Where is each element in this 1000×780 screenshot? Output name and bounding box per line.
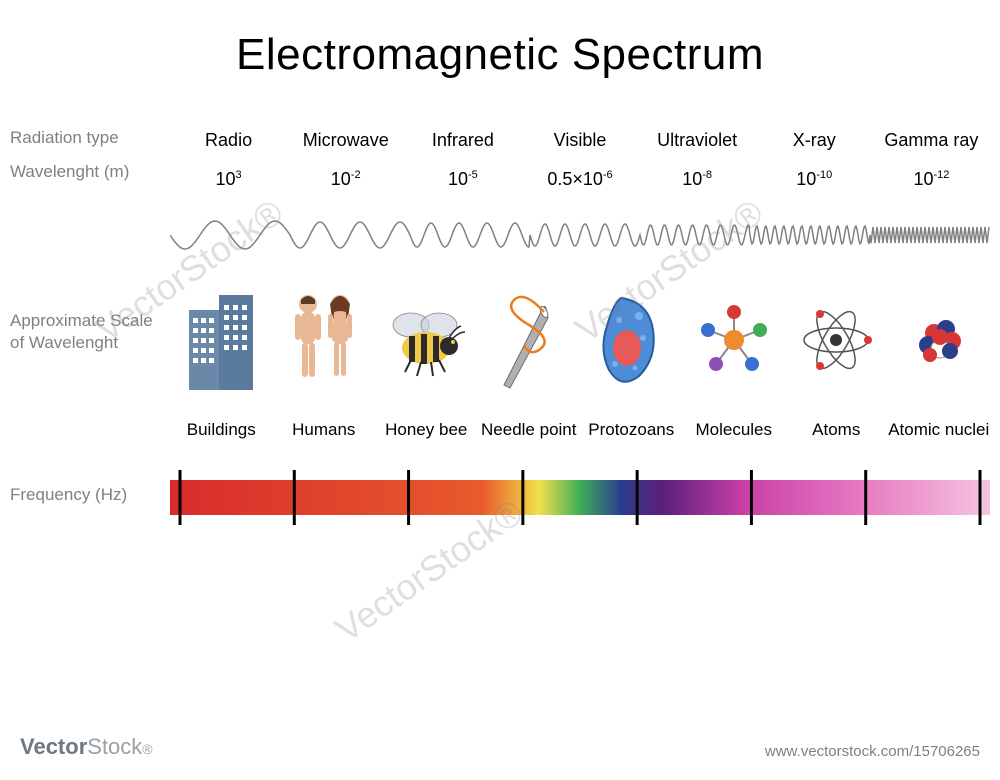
scale-label-cell: Needle point: [478, 420, 581, 440]
radiation-type-cell: Ultraviolet: [639, 130, 756, 151]
scale-label-cell: Molecules: [683, 420, 786, 440]
wavelength-row: 10310-210-50.5×10-610-810-1010-12: [170, 165, 990, 190]
label-wavelength: Wavelenght (m): [10, 162, 129, 182]
scale-icons-row: [170, 280, 990, 400]
wavelength-cell: 10-10: [756, 169, 873, 190]
wave-diagram: [170, 215, 990, 255]
molecules-icon: [683, 280, 786, 400]
buildings-icon: [170, 280, 273, 400]
protozoans-icon: [580, 280, 683, 400]
label-radiation-type: Radiation type: [10, 128, 119, 148]
label-frequency: Frequency (Hz): [10, 485, 127, 505]
scale-label-cell: Protozoans: [580, 420, 683, 440]
label-scale: Approximate Scale of Wavelenght: [10, 310, 160, 354]
radiation-type-cell: Radio: [170, 130, 287, 151]
frequency-bar: [170, 470, 990, 525]
wavelength-cell: 10-8: [639, 169, 756, 190]
needle-point-icon: [478, 280, 581, 400]
radiation-type-cell: Gamma ray: [873, 130, 990, 151]
scale-label-cell: Humans: [273, 420, 376, 440]
wavelength-cell: 10-12: [873, 169, 990, 190]
scale-label-cell: Atoms: [785, 420, 888, 440]
radiation-type-cell: X-ray: [756, 130, 873, 151]
scale-label-cell: Buildings: [170, 420, 273, 440]
radiation-type-row: RadioMicrowaveInfraredVisibleUltraviolet…: [170, 130, 990, 151]
wavelength-cell: 0.5×10-6: [521, 169, 638, 190]
scale-label-cell: Atomic nuclei: [888, 420, 991, 440]
wavelength-cell: 10-2: [287, 169, 404, 190]
watermark-brand: VectorStock®: [20, 734, 153, 760]
atomic-nuclei-icon: [888, 280, 991, 400]
watermark-id: www.vectorstock.com/15706265: [765, 743, 980, 760]
humans-icon: [273, 280, 376, 400]
wavelength-cell: 10-5: [404, 169, 521, 190]
radiation-type-cell: Visible: [521, 130, 638, 151]
scale-labels-row: BuildingsHumansHoney beeNeedle pointProt…: [170, 420, 990, 440]
atoms-icon: [785, 280, 888, 400]
page-title: Electromagnetic Spectrum: [0, 30, 1000, 80]
honey-bee-icon: [375, 280, 478, 400]
scale-label-cell: Honey bee: [375, 420, 478, 440]
radiation-type-cell: Infrared: [404, 130, 521, 151]
wavelength-cell: 103: [170, 169, 287, 190]
radiation-type-cell: Microwave: [287, 130, 404, 151]
